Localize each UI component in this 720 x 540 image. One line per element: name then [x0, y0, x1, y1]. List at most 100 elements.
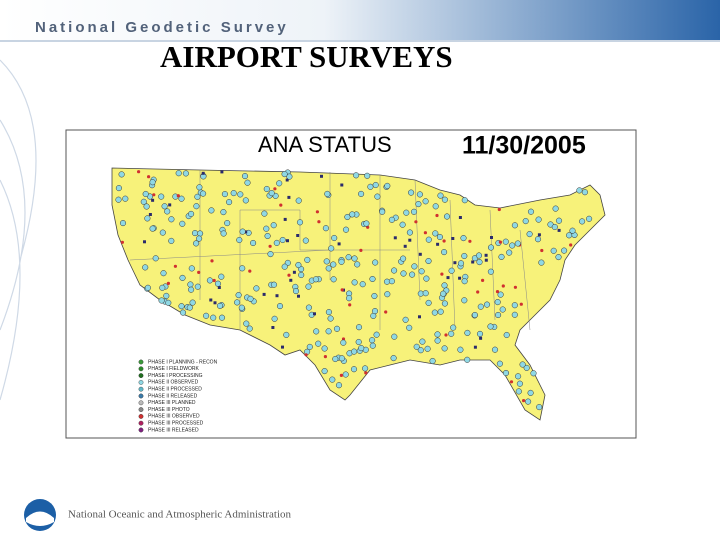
airport-marker — [516, 380, 523, 387]
airport-marker — [325, 265, 332, 272]
airport-marker — [340, 288, 344, 292]
airport-marker — [323, 258, 330, 265]
airport-marker — [511, 302, 518, 309]
airport-marker — [435, 213, 439, 218]
airport-marker — [550, 247, 557, 254]
airport-marker — [287, 195, 291, 199]
airport-marker — [581, 189, 588, 196]
airport-marker — [432, 203, 439, 210]
airport-marker — [263, 185, 270, 193]
airport-marker — [379, 208, 386, 215]
airport-marker — [305, 304, 312, 311]
airport-marker — [367, 183, 374, 190]
airport-marker — [464, 329, 471, 336]
airport-marker — [179, 220, 186, 227]
airport-marker — [484, 258, 488, 262]
airport-marker — [216, 302, 224, 309]
header-band — [0, 0, 720, 40]
airport-marker — [476, 330, 484, 337]
airport-marker — [461, 197, 468, 204]
airport-marker — [188, 210, 195, 217]
airport-marker — [491, 346, 499, 353]
airport-marker — [444, 333, 448, 337]
airport-marker — [522, 399, 526, 403]
airport-marker — [442, 239, 446, 243]
airport-marker — [418, 315, 421, 319]
airport-marker — [179, 309, 187, 316]
airport-marker — [484, 253, 488, 257]
airport-marker — [501, 284, 505, 288]
airport-marker — [271, 315, 278, 322]
airport-marker — [410, 208, 418, 215]
airport-marker — [196, 184, 203, 191]
airport-marker — [243, 320, 250, 327]
airport-marker — [262, 292, 266, 296]
airport-marker — [408, 189, 415, 196]
airport-marker — [422, 198, 429, 205]
airport-marker — [168, 203, 172, 207]
legend-symbol — [138, 359, 144, 365]
airport-marker — [120, 240, 124, 244]
airport-marker — [363, 220, 370, 227]
airport-marker — [160, 270, 167, 277]
airport-marker — [503, 331, 510, 339]
airport-marker — [424, 345, 431, 352]
airport-marker — [264, 232, 271, 240]
airport-marker — [137, 170, 141, 174]
airport-marker — [506, 249, 513, 256]
airport-marker — [279, 203, 283, 207]
legend-symbol — [138, 427, 144, 433]
airport-marker — [423, 275, 430, 282]
airport-marker — [483, 301, 491, 308]
airport-marker — [579, 218, 586, 225]
airport-marker — [200, 190, 207, 197]
airport-marker — [242, 197, 249, 204]
airport-marker — [388, 278, 395, 285]
airport-marker — [182, 170, 189, 177]
airport-marker — [437, 192, 444, 199]
airport-marker — [519, 302, 523, 306]
legend-symbol — [138, 379, 144, 385]
airport-marker — [189, 299, 196, 306]
airport-marker — [497, 291, 504, 298]
airport-marker — [388, 216, 395, 223]
airport-marker — [530, 370, 537, 377]
airport-marker — [460, 235, 467, 242]
airport-marker — [425, 257, 432, 265]
airport-marker — [369, 342, 376, 349]
airport-marker — [495, 290, 500, 294]
airport-marker — [415, 201, 422, 208]
airport-marker — [566, 232, 573, 239]
airport-marker — [148, 213, 152, 216]
airport-marker — [342, 371, 349, 378]
airport-marker — [335, 382, 343, 389]
airport-marker — [555, 254, 562, 261]
airport-marker — [511, 222, 518, 229]
airport-marker — [498, 240, 502, 244]
airport-marker — [248, 269, 252, 273]
airport-marker — [194, 283, 201, 290]
airport-marker — [576, 187, 583, 194]
airport-marker — [292, 288, 300, 295]
airport-marker — [487, 323, 494, 330]
airport-marker — [173, 264, 177, 268]
airport-marker — [418, 252, 422, 256]
airport-marker — [359, 281, 366, 288]
airport-marker — [158, 297, 165, 304]
airport-marker — [552, 205, 559, 212]
airport-marker — [441, 196, 448, 203]
airport-marker — [115, 185, 122, 192]
airport-marker — [175, 170, 182, 177]
legend-label: PHASE I PLANNING - RECON — [148, 359, 218, 365]
airport-marker — [393, 236, 397, 240]
airport-marker — [178, 195, 185, 202]
airport-marker — [152, 193, 156, 197]
legend-symbol — [138, 373, 144, 378]
airport-marker — [487, 268, 494, 275]
airport-marker — [289, 278, 293, 282]
airport-marker — [296, 234, 300, 237]
airport-marker — [281, 263, 288, 270]
airport-marker — [527, 208, 535, 215]
airport-marker — [436, 233, 443, 241]
